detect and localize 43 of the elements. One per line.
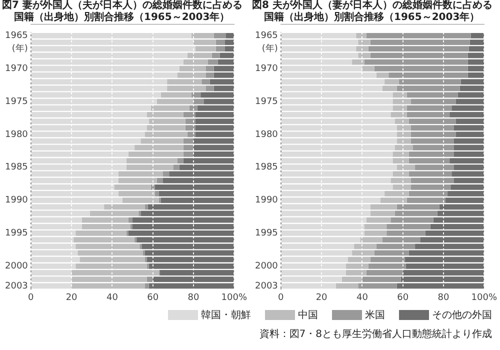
x-tick-label: 20 — [316, 292, 328, 303]
y-tick-label: 1980 — [5, 130, 28, 140]
x-tick-label: 0 — [28, 292, 34, 303]
y-tick-label: 1985 — [5, 162, 28, 173]
chart-subtitle: 国籍（出身地）別割合推移（1965～2003年） — [13, 12, 231, 24]
x-tick-label: 80 — [438, 292, 450, 303]
y-tick-label: 1970 — [255, 64, 278, 74]
y-tick-label: 1990 — [5, 196, 28, 206]
y-tick-label: 1985 — [255, 162, 278, 173]
y-tick-label: 2003 — [5, 281, 28, 292]
y-tick-label: (年) — [12, 43, 28, 54]
y-tick-label: 2000 — [255, 262, 278, 272]
x-tick-label: 60 — [147, 292, 159, 303]
y-tick-label: 1965 — [255, 31, 278, 42]
y-tick-label: 1965 — [5, 31, 28, 42]
y-tick-label: 1975 — [255, 96, 278, 107]
bar — [156, 178, 164, 184]
legend-label: その他の外国 — [432, 309, 492, 322]
y-tick-label: 2003 — [255, 281, 278, 292]
bar — [154, 191, 159, 196]
x-tick-label: 60 — [397, 292, 409, 303]
legend-label: 米国 — [365, 308, 385, 322]
x-tick-label: 0 — [278, 292, 284, 303]
y-tick-label: 2000 — [5, 262, 28, 272]
legend-label: 韓国・朝鮮 — [201, 308, 251, 322]
y-tick-label: 1990 — [255, 196, 278, 206]
x-tick-label: 100% — [471, 292, 498, 303]
y-tick-label: (年) — [262, 43, 278, 54]
x-tick-label: 40 — [106, 292, 118, 303]
chart-subtitle: 国籍（出身地）別割合推移（1965～2003年） — [263, 12, 481, 24]
bar — [144, 204, 148, 210]
y-tick-label: 1995 — [255, 228, 278, 239]
bar — [163, 171, 170, 177]
y-tick-label: 1975 — [5, 96, 28, 107]
x-tick-label: 20 — [66, 292, 78, 303]
x-tick-label: 80 — [188, 292, 200, 303]
x-tick-label: 40 — [356, 292, 368, 303]
legend-label: 中国 — [298, 308, 318, 322]
y-tick-label: 1980 — [255, 130, 278, 140]
text: 資料：図7・8とも厚生労働省人口動態統計より作成 — [258, 328, 492, 341]
y-tick-label: 1995 — [5, 228, 28, 239]
y-tick-label: 1970 — [5, 64, 28, 74]
x-tick-label: 100% — [221, 292, 248, 303]
